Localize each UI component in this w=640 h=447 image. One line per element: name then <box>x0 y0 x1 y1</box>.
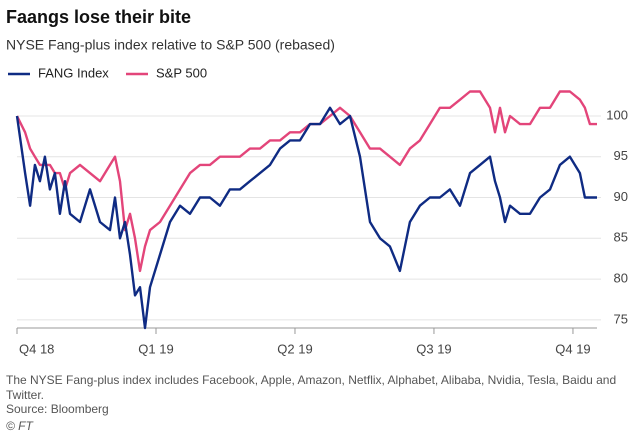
source: Source: Bloomberg <box>6 402 109 416</box>
series-line <box>15 106 597 330</box>
series-line <box>15 90 597 273</box>
footnotes: The NYSE Fang-plus index includes Facebo… <box>6 373 626 433</box>
y-tick-label: 90 <box>614 189 628 204</box>
chart-title: Faangs lose their bite <box>6 7 191 27</box>
credit: © FT <box>6 418 33 433</box>
y-tick-label: 75 <box>614 311 628 326</box>
x-tick-label: Q1 19 <box>138 341 173 356</box>
x-tick-label: Q2 19 <box>277 341 312 356</box>
y-tick-label: 80 <box>614 271 628 286</box>
y-tick-label: 85 <box>614 230 628 245</box>
x-tick-label: Q3 19 <box>416 341 451 356</box>
x-tick-label: Q4 18 <box>19 341 54 356</box>
chart-subtitle: NYSE Fang-plus index relative to S&P 500… <box>6 37 335 53</box>
chart: Faangs lose their bite NYSE Fang-plus in… <box>6 7 628 357</box>
legend-label: FANG Index <box>38 65 109 80</box>
y-tick-label: 100 <box>606 107 628 122</box>
x-tick-label: Q4 19 <box>555 341 590 356</box>
legend-label: S&P 500 <box>156 65 207 80</box>
y-tick-label: 95 <box>614 148 628 163</box>
note: The NYSE Fang-plus index includes Facebo… <box>6 373 617 402</box>
